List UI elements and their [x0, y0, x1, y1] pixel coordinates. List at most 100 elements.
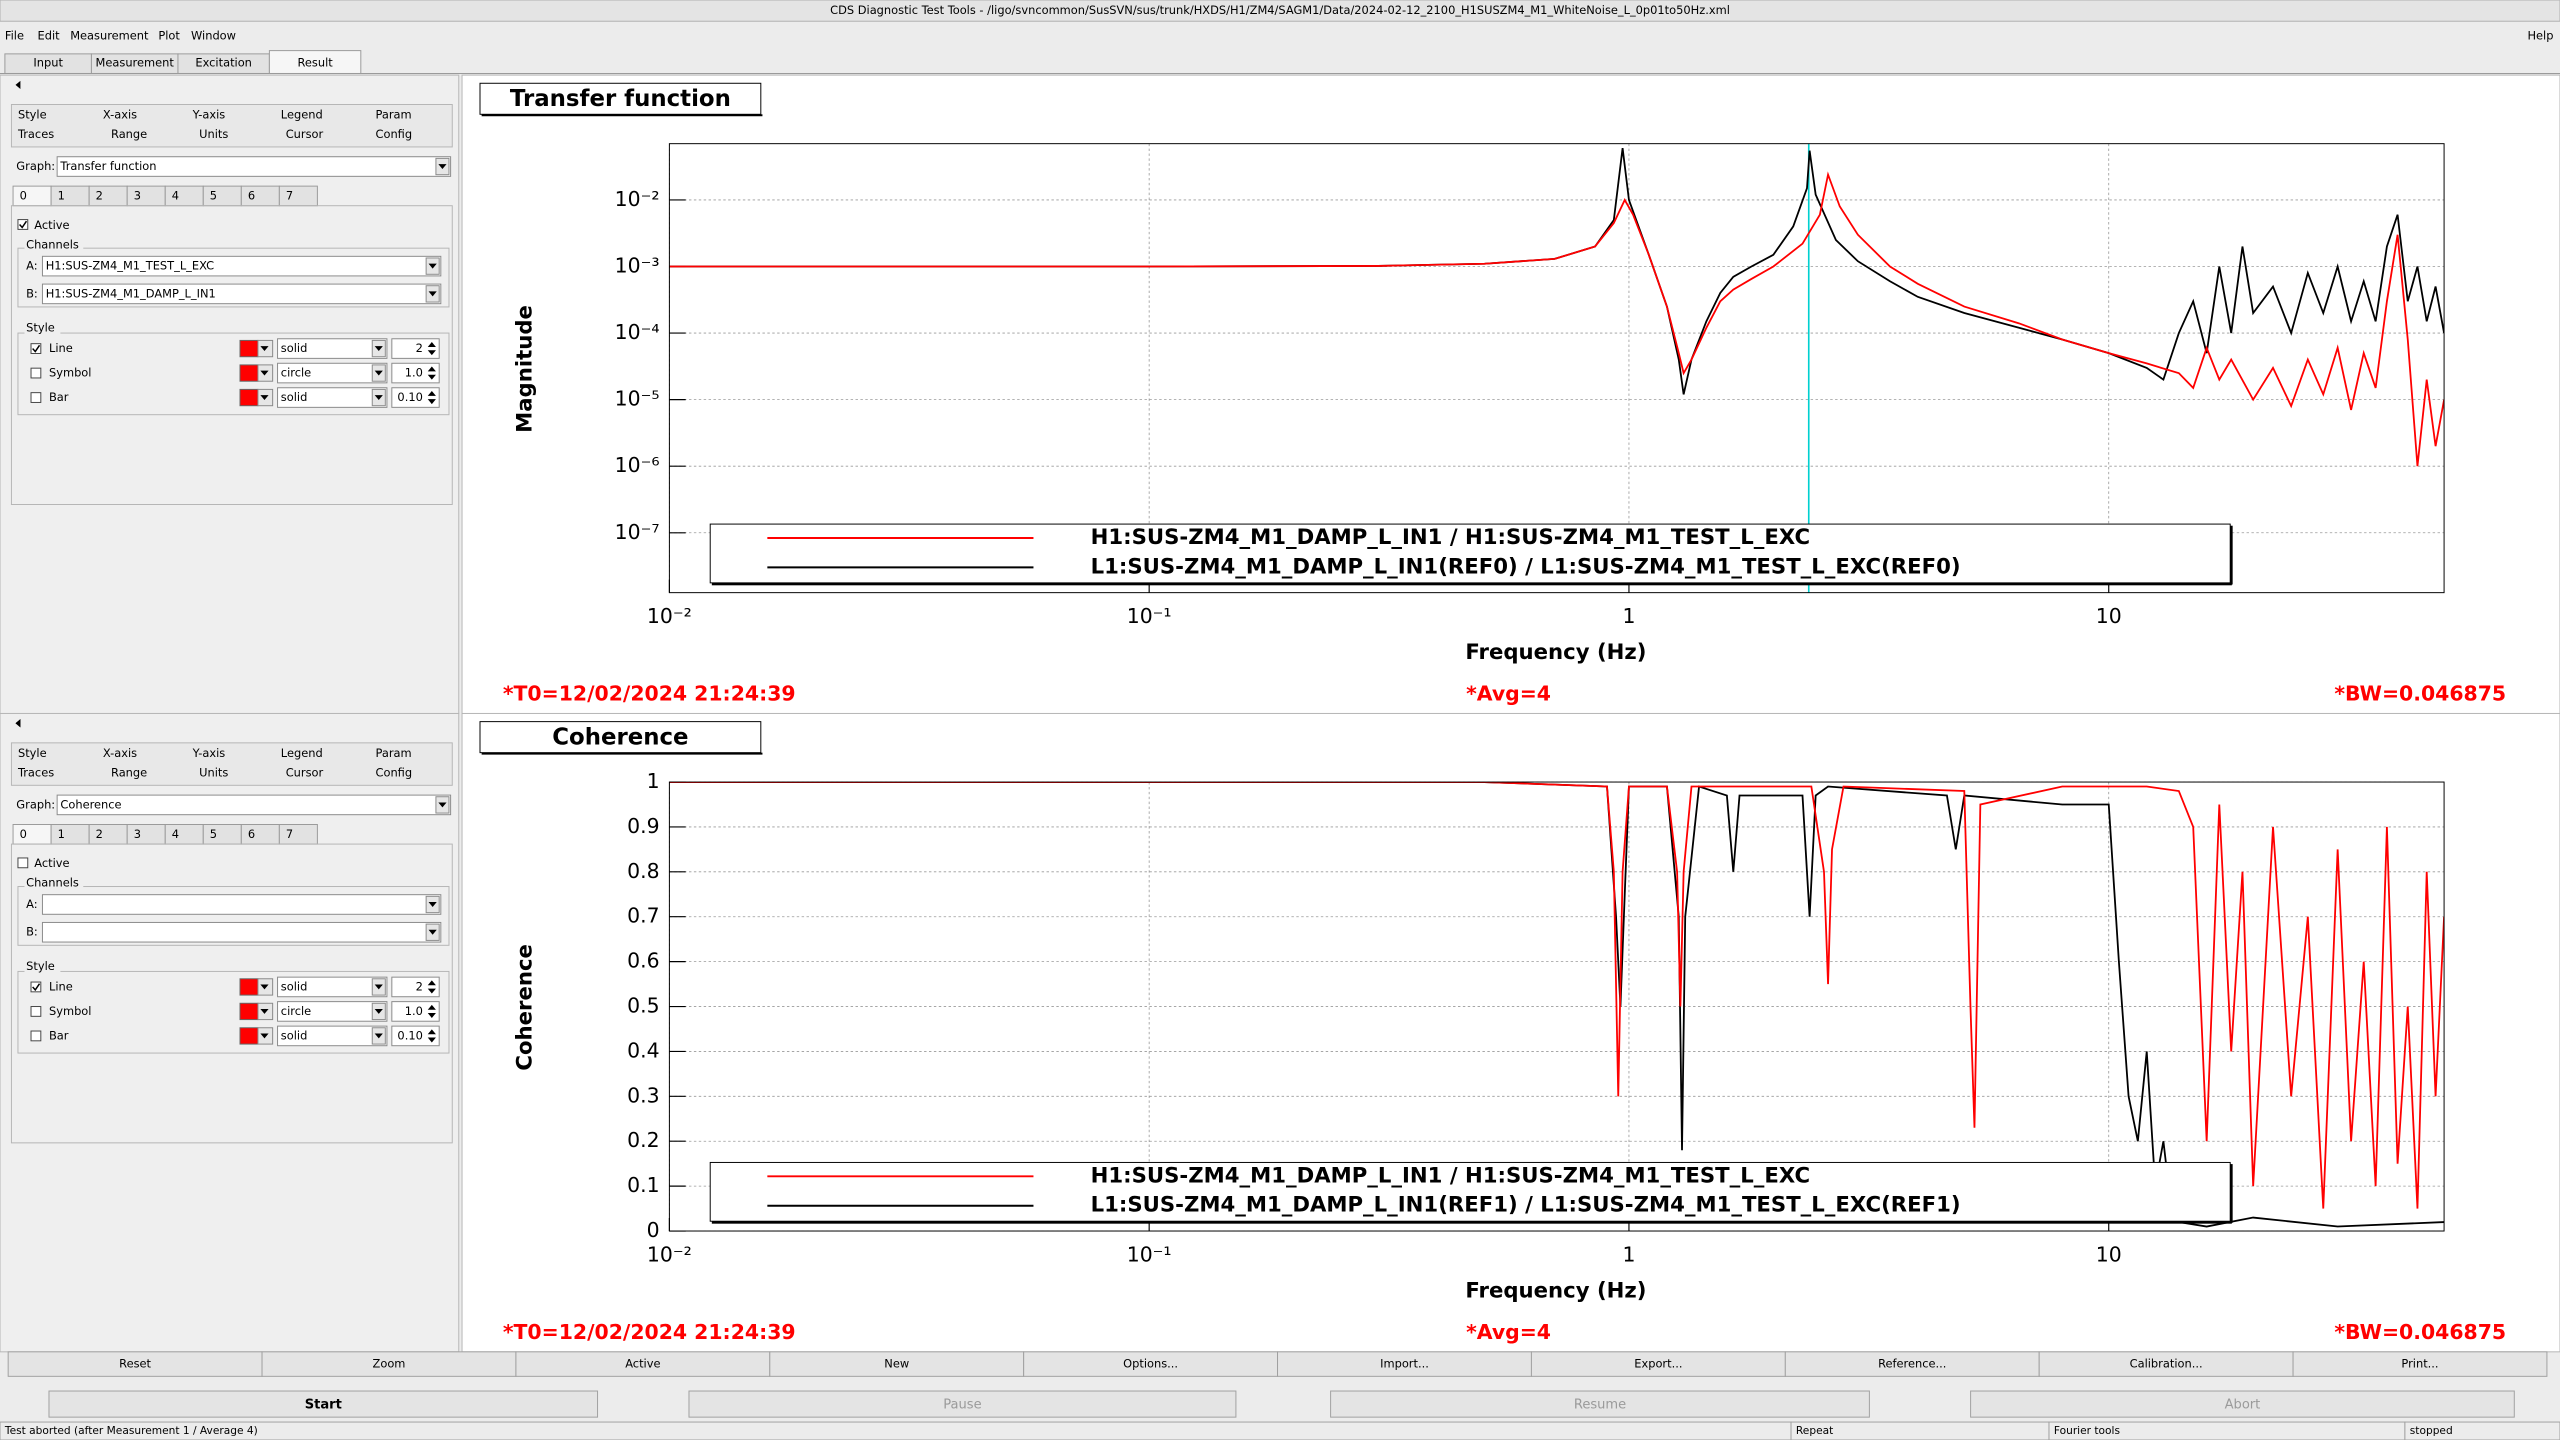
button[interactable]	[515, 1351, 771, 1377]
combo-box[interactable]	[277, 387, 388, 408]
button-label[interactable]: Export...	[1634, 1357, 1682, 1371]
option-tab[interactable]: Cursor	[286, 127, 324, 141]
combo-box[interactable]	[56, 794, 452, 816]
button[interactable]	[2038, 1351, 2294, 1377]
trace-tab-label[interactable]: 7	[286, 827, 293, 841]
trace-tab-label[interactable]: 3	[134, 188, 141, 202]
color-swatch[interactable]	[239, 1027, 259, 1045]
menu-item[interactable]: File	[5, 28, 24, 42]
spin-value[interactable]: 2	[416, 341, 423, 355]
combo-value[interactable]: solid	[281, 341, 308, 355]
spin-box[interactable]	[391, 1025, 440, 1047]
combo-box[interactable]	[56, 156, 452, 177]
tab-label[interactable]: Input	[33, 55, 63, 69]
trace-tab-label[interactable]: 1	[58, 827, 65, 841]
combo-box[interactable]	[277, 1025, 388, 1047]
button-label[interactable]: Print...	[2401, 1357, 2438, 1371]
option-tab[interactable]: Config	[376, 766, 413, 780]
checkbox[interactable]	[30, 343, 42, 354]
spin-box[interactable]	[391, 976, 440, 998]
combo-value[interactable]: Transfer function	[59, 159, 156, 173]
combo-value[interactable]: solid	[281, 979, 308, 993]
style-row-label[interactable]: Symbol	[49, 1004, 92, 1018]
combo-box[interactable]	[277, 976, 388, 998]
menu-item[interactable]: Edit	[38, 28, 61, 42]
button-label[interactable]: Reset	[119, 1357, 151, 1371]
option-tab[interactable]: Legend	[281, 108, 323, 122]
option-tab[interactable]: Range	[111, 766, 147, 780]
tab-label[interactable]: Measurement	[96, 55, 175, 69]
trace-tab-label[interactable]: 6	[248, 188, 255, 202]
option-tab[interactable]: X-axis	[103, 746, 137, 760]
option-tab[interactable]: Config	[376, 127, 413, 141]
option-tab[interactable]: Param	[376, 746, 412, 760]
option-tab[interactable]: Y-axis	[192, 746, 226, 760]
trace-tab-label[interactable]: 6	[248, 827, 255, 841]
button[interactable]	[1784, 1351, 2040, 1377]
color-swatch[interactable]	[239, 364, 259, 382]
trace-tab-label[interactable]: 7	[286, 188, 293, 202]
spin-box[interactable]	[391, 1001, 440, 1022]
combo-box[interactable]	[277, 362, 388, 384]
spin-box[interactable]	[391, 362, 440, 384]
active-label[interactable]: Active	[34, 218, 69, 232]
spin-box[interactable]	[391, 338, 440, 359]
option-tab[interactable]: Y-axis	[192, 108, 226, 122]
option-tab[interactable]: Traces	[17, 127, 54, 141]
button[interactable]	[1277, 1351, 1532, 1377]
color-swatch[interactable]	[239, 339, 259, 358]
style-row-label[interactable]: Line	[49, 341, 73, 355]
combo-value[interactable]: Coherence	[60, 797, 121, 811]
style-row-label[interactable]: Bar	[49, 1028, 69, 1042]
spin-value[interactable]: 2	[416, 979, 423, 993]
trace-tab-label[interactable]: 0	[20, 827, 27, 841]
button-label[interactable]: Reference...	[1878, 1357, 1946, 1371]
trace-tab-label[interactable]: 4	[172, 188, 179, 202]
menu-item[interactable]: Plot	[158, 28, 180, 42]
menu-help[interactable]: Help	[2527, 28, 2553, 42]
button[interactable]	[7, 1351, 263, 1377]
style-row-label[interactable]: Line	[49, 979, 73, 993]
combo-box[interactable]	[277, 1001, 388, 1022]
checkbox[interactable]	[30, 1030, 42, 1042]
button[interactable]	[769, 1351, 1025, 1377]
button[interactable]	[2292, 1351, 2548, 1377]
combo-box[interactable]	[41, 283, 442, 305]
color-swatch[interactable]	[239, 388, 259, 407]
combo-box[interactable]	[41, 894, 442, 915]
checkbox[interactable]	[17, 219, 29, 230]
option-tab[interactable]: Units	[199, 766, 228, 780]
color-swatch[interactable]	[239, 1002, 259, 1021]
checkbox[interactable]	[30, 392, 42, 403]
option-tab[interactable]: Style	[18, 746, 47, 760]
option-tab[interactable]: X-axis	[103, 108, 137, 122]
combo-value[interactable]: circle	[281, 1004, 311, 1018]
color-swatch[interactable]	[239, 978, 259, 996]
spin-value[interactable]: 0.10	[397, 390, 422, 404]
option-tab[interactable]: Traces	[17, 766, 54, 780]
active-label[interactable]: Active	[34, 856, 69, 870]
option-tab[interactable]: Legend	[281, 746, 323, 760]
combo-box[interactable]	[41, 255, 442, 277]
trace-tab-label[interactable]: 2	[96, 188, 103, 202]
button-label[interactable]: New	[884, 1357, 909, 1371]
button-label[interactable]: Zoom	[373, 1357, 406, 1371]
option-tab[interactable]: Param	[376, 108, 412, 122]
checkbox[interactable]	[30, 981, 42, 993]
button[interactable]	[1530, 1351, 1786, 1377]
tab-label[interactable]: Result	[297, 55, 333, 69]
combo-box[interactable]	[41, 921, 442, 943]
option-tab[interactable]: Units	[199, 127, 228, 141]
trace-tab-label[interactable]: 5	[210, 188, 217, 202]
tab-label[interactable]: Excitation	[195, 55, 252, 69]
trace-tab-label[interactable]: 5	[210, 827, 217, 841]
option-tab[interactable]: Range	[111, 127, 147, 141]
option-tab[interactable]: Style	[18, 108, 47, 122]
button-label[interactable]: Calibration...	[2130, 1357, 2203, 1371]
spin-value[interactable]: 1.0	[405, 366, 423, 380]
button-label[interactable]: Active	[625, 1357, 660, 1371]
option-tab[interactable]: Cursor	[286, 766, 324, 780]
menu-item[interactable]: Window	[191, 28, 236, 42]
control-button[interactable]	[48, 1390, 599, 1418]
spin-value[interactable]: 1.0	[405, 1004, 423, 1018]
